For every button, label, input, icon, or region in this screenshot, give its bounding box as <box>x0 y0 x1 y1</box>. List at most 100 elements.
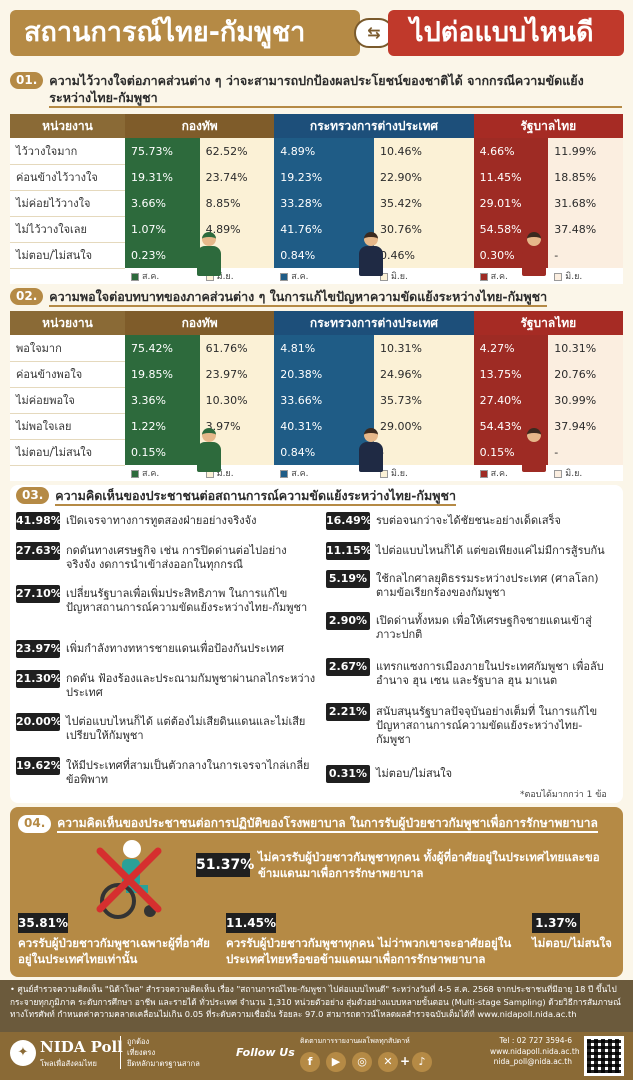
website-link[interactable]: www.nidapoll.nida.ac.th <box>490 1046 580 1056</box>
opinion-text: ไปต่อแบบไหนก็ได้ แต่ต้องไม่เสียดินแดนและ… <box>66 715 306 742</box>
col-header-army: กองทัพ <box>125 311 275 335</box>
army-previous-cell: 8.85% <box>199 190 275 216</box>
col-header-government: รัฐบาลไทย <box>473 114 623 138</box>
section-number: 03. <box>16 487 50 504</box>
legend-label: ส.ค. <box>490 469 508 479</box>
table-row: ค่อนข้างไว้วางใจ 19.31% 23.74% 19.23% 22.90%… <box>10 164 623 191</box>
tagline: ถูกต้อง เที่ยงตรง ยึดหลักมาตรฐานสากล <box>120 1036 200 1069</box>
mfa-previous-cell: 10.31% <box>373 335 474 361</box>
government-current-cell: 13.75% <box>473 361 549 387</box>
mfa-previous-cell: 0.46% <box>373 242 474 268</box>
opinion-item: 23.97% เพิ่มกำลังทางทหารชายแดนเพื่อป้องกั… <box>16 640 316 658</box>
opinion-percentage: 41.98% <box>16 512 62 530</box>
item-percentage: 11.45% <box>226 913 276 933</box>
legend-label: ส.ค. <box>142 469 160 479</box>
col-header-mfa: กระทรวงการต่างประเทศ <box>274 311 474 335</box>
army-current-cell: 0.23% <box>125 242 200 268</box>
opinion-percentage: 27.63% <box>16 542 62 560</box>
government-current-cell: 4.27% <box>473 335 549 361</box>
opinion-text: ให้มีประเทศที่สามเป็นตัวกลางในการเจรจาไก… <box>66 759 310 786</box>
facebook-icon[interactable]: f <box>300 1052 320 1072</box>
opinion-text: กดดัน ฟ้องร้องและประณามกัมพูชาผ่านกลไกระ… <box>66 672 316 699</box>
army-current-cell: 19.85% <box>125 361 200 387</box>
mfa-current-cell: 41.76% <box>274 216 374 242</box>
tag: เที่ยงตรง <box>127 1048 156 1057</box>
section-number: 01. <box>10 72 44 89</box>
item-percentage: 1.37% <box>532 913 580 933</box>
table-row: ไม่ไว้วางใจเลย 1.07% 4.89% 41.76% 30.76% 54.5… <box>10 216 623 243</box>
legend-label: ส.ค. <box>490 272 508 282</box>
contact-block: Tel : 02 727 3594-6 www.nidapoll.nida.ac… <box>490 1036 580 1068</box>
opinion-percentage: 5.19% <box>326 570 370 588</box>
legend-spacer <box>10 268 125 284</box>
row-label-cell: ไม่ค่อยไว้วางใจ <box>10 190 125 217</box>
item-statement: ควรรับผู้ป่วยชาวกัมพูชาทุกคน ไม่ว่าพวกเข… <box>226 936 512 966</box>
legend-swatch <box>131 272 139 281</box>
government-previous-cell: 20.76% <box>548 361 623 387</box>
row-label-cell: ค่อนข้างไว้วางใจ <box>10 164 125 191</box>
tag: ยึดหลักมาตรฐานสากล <box>127 1059 200 1068</box>
main-statement: ไม่ควรรับผู้ป่วยชาวกัมพูชาทุกคน ทั้งผู้ท… <box>258 850 600 880</box>
row-label-cell: พอใจมาก <box>10 335 125 362</box>
legend-item: มิ.ย. <box>548 465 623 481</box>
army-previous-cell: 61.76% <box>199 335 275 361</box>
army-current-cell: 1.22% <box>125 413 200 439</box>
legend-item: ส.ค. <box>274 268 374 284</box>
item-statement: ควรรับผู้ป่วยชาวกัมพูชาเฉพาะผู้ที่อาศัยอ… <box>18 936 210 966</box>
col-header-unit: หน่วยงาน <box>10 114 125 138</box>
mfa-previous-cell: 22.90% <box>373 164 474 190</box>
tiktok-icon[interactable]: ♪ <box>412 1052 432 1072</box>
opinion-item: 5.19% ใช้กลไกศาลยุติธรรมระหว่างประเทศ (ศา… <box>326 570 616 600</box>
opinion-text: รบต่อจนกว่าจะได้ชัยชนะอย่างเด็ดเสร็จ <box>376 514 561 527</box>
mfa-current-cell: 19.23% <box>274 164 374 190</box>
row-label-cell: ไม่ค่อยพอใจ <box>10 387 125 414</box>
opinion-percentage: 11.15% <box>326 542 372 560</box>
methodology-note: • ศูนย์สำรวจความคิดเห็น "นิด้าโพล" สำรวจ… <box>0 980 633 1032</box>
opinion-percentage: 20.00% <box>16 713 62 731</box>
opinion-percentage: 23.97% <box>16 640 62 658</box>
qr-code[interactable] <box>584 1036 624 1076</box>
soldier-icon <box>195 232 223 276</box>
legend-label: มิ.ย. <box>565 272 583 282</box>
government-previous-cell: 31.68% <box>548 190 623 216</box>
instagram-icon[interactable]: ◎ <box>352 1052 372 1072</box>
legend-label: มิ.ย. <box>390 469 408 479</box>
item-statement: ไม่ตอบ/ไม่สนใจ <box>532 936 612 950</box>
youtube-icon[interactable]: ▶ <box>326 1052 346 1072</box>
legend-swatch <box>280 272 289 281</box>
x-icon[interactable]: ✕ <box>378 1052 398 1072</box>
phone: Tel : 02 727 3594-6 <box>499 1036 573 1045</box>
legend-swatch <box>554 272 563 281</box>
army-current-cell: 1.07% <box>125 216 200 242</box>
government-current-cell: 27.40% <box>473 387 549 413</box>
table-row: ไว้วางใจมาก 75.73% 62.52% 4.89% 10.46% 4.66% 1… <box>10 138 623 165</box>
email-link[interactable]: nida_poll@nida.ac.th <box>493 1057 572 1066</box>
plus-separator: + <box>400 1054 411 1068</box>
legend-row: ส.ค. มิ.ย. ส.ค. มิ.ย. ส.ค. มิ.ย. <box>10 268 623 284</box>
legend-swatch <box>479 469 488 478</box>
opinion-item: 2.21% สนับสนุนรัฐบาลปัจจุบันอย่างเต็มที่ … <box>326 703 616 747</box>
follow-us-label: Follow Us <box>236 1046 295 1059</box>
main-percentage: 51.37% <box>196 853 254 877</box>
opinion-text: ไม่ตอบ/ไม่สนใจ <box>376 767 453 780</box>
opinion-text: สนับสนุนรัฐบาลปัจจุบันอย่างเต็มที่ ในการ… <box>376 705 598 746</box>
row-label-cell: ไม่ไว้วางใจเลย <box>10 216 125 243</box>
mfa-previous-cell: 35.42% <box>373 190 474 216</box>
diplomat-icon <box>357 428 385 472</box>
section-title: ความไว้วางใจต่อภาคส่วนต่าง ๆ ว่าจะสามารถ… <box>49 72 622 108</box>
opinion-item: 27.63% กดดันทางเศรษฐกิจ เช่น การปิดด่านต่… <box>16 542 316 572</box>
government-previous-cell: 18.85% <box>548 164 623 190</box>
mfa-current-cell: 33.28% <box>274 190 374 216</box>
opinion-text: ไปต่อแบบไหนก็ได้ แต่ขอเพียงแค่ไม่มีการสู… <box>376 544 605 557</box>
mfa-current-cell: 40.31% <box>274 413 374 439</box>
diplomat-icon <box>357 232 385 276</box>
row-label-cell: ไว้วางใจมาก <box>10 138 125 165</box>
logo-text: NIDA Poll <box>40 1038 123 1056</box>
legend-item: ส.ค. <box>125 268 200 284</box>
opinion-item: 2.67% แทรกแซงการเมืองภายในประเทศกัมพูชา เ… <box>326 658 616 688</box>
title-right: ไปต่อแบบไหนดี <box>388 10 624 56</box>
opinion-panel <box>10 485 623 803</box>
official-icon <box>520 428 548 472</box>
mfa-current-cell: 0.84% <box>274 439 374 465</box>
